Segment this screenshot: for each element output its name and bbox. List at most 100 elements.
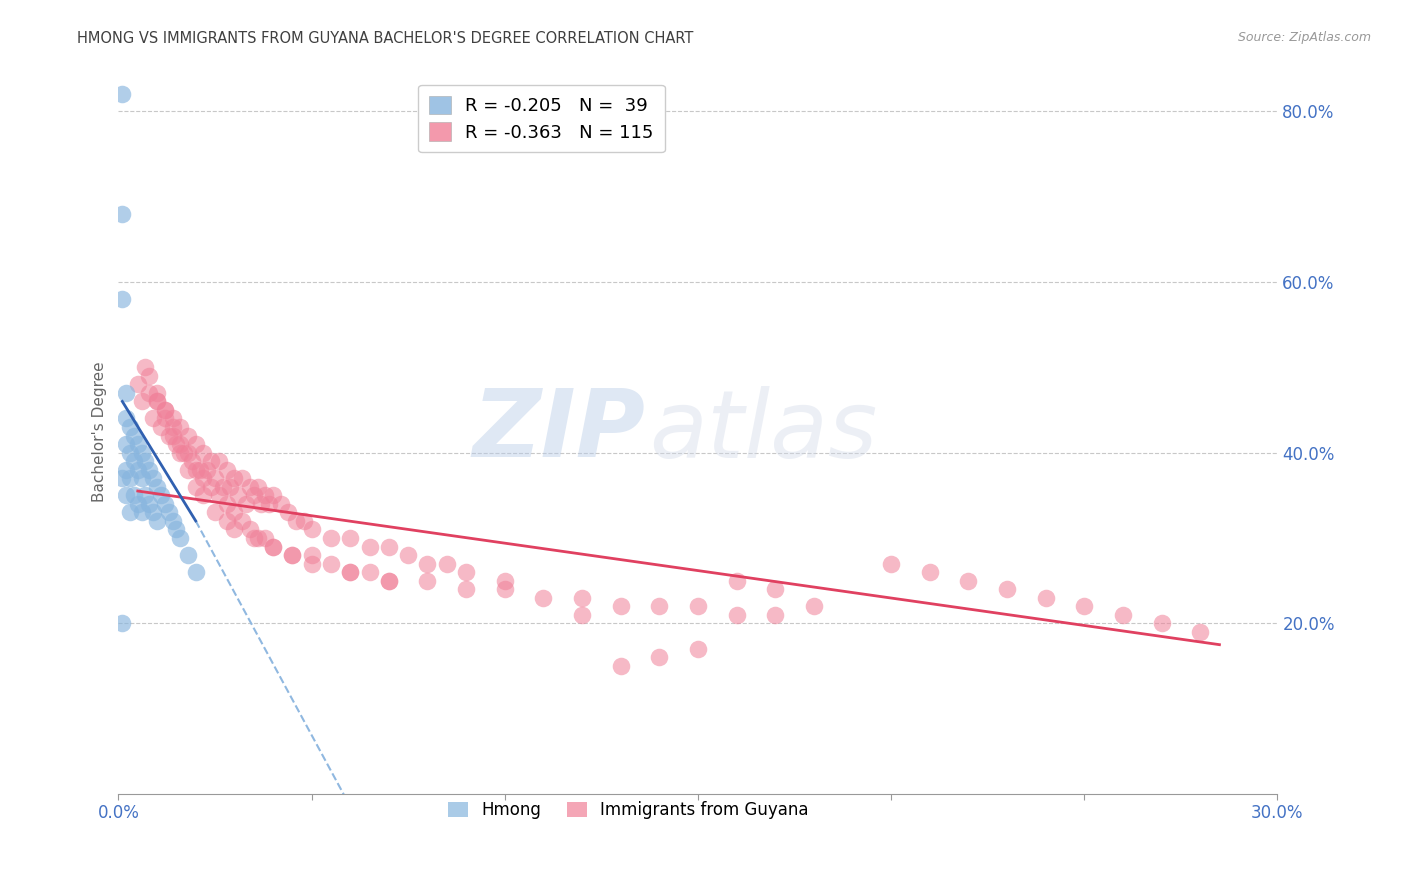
Point xyxy=(1150,616,1173,631)
Point xyxy=(131,394,153,409)
Point xyxy=(173,445,195,459)
Point xyxy=(359,540,381,554)
Text: HMONG VS IMMIGRANTS FROM GUYANA BACHELOR'S DEGREE CORRELATION CHART: HMONG VS IMMIGRANTS FROM GUYANA BACHELOR… xyxy=(77,31,693,46)
Point xyxy=(177,428,200,442)
Point xyxy=(142,471,165,485)
Point xyxy=(111,87,134,102)
Point xyxy=(211,480,233,494)
Point xyxy=(177,445,200,459)
Point xyxy=(339,565,361,579)
Point xyxy=(127,437,149,451)
Point xyxy=(111,616,134,631)
Point xyxy=(204,471,226,485)
Point xyxy=(957,574,980,588)
Point xyxy=(165,437,187,451)
Point xyxy=(134,454,156,468)
Point xyxy=(169,437,191,451)
Point xyxy=(285,514,308,528)
Point xyxy=(193,445,215,459)
Point xyxy=(127,497,149,511)
Point xyxy=(195,463,218,477)
Point xyxy=(162,514,184,528)
Point xyxy=(918,565,941,579)
Point xyxy=(146,514,169,528)
Point xyxy=(416,574,439,588)
Point xyxy=(301,523,323,537)
Point xyxy=(1112,607,1135,622)
Point xyxy=(257,497,280,511)
Point xyxy=(184,480,207,494)
Point xyxy=(1189,624,1212,639)
Point xyxy=(571,591,593,605)
Point xyxy=(157,505,180,519)
Point xyxy=(188,463,211,477)
Point xyxy=(138,385,160,400)
Point xyxy=(122,454,145,468)
Point xyxy=(292,514,315,528)
Point xyxy=(319,531,342,545)
Point xyxy=(200,480,222,494)
Point xyxy=(138,497,160,511)
Point xyxy=(301,557,323,571)
Point xyxy=(254,531,277,545)
Point xyxy=(118,505,141,519)
Point xyxy=(648,650,671,665)
Point xyxy=(246,531,269,545)
Point xyxy=(262,488,284,502)
Point xyxy=(131,471,153,485)
Point xyxy=(115,437,138,451)
Point xyxy=(149,420,172,434)
Point xyxy=(396,548,419,562)
Point xyxy=(153,497,176,511)
Point xyxy=(224,523,246,537)
Point xyxy=(281,548,304,562)
Point xyxy=(111,471,134,485)
Point xyxy=(157,428,180,442)
Point xyxy=(231,514,253,528)
Point xyxy=(1073,599,1095,614)
Point xyxy=(262,540,284,554)
Point xyxy=(184,437,207,451)
Legend: Hmong, Immigrants from Guyana: Hmong, Immigrants from Guyana xyxy=(441,794,815,826)
Point xyxy=(571,607,593,622)
Point xyxy=(134,488,156,502)
Point xyxy=(184,463,207,477)
Point xyxy=(142,411,165,425)
Point xyxy=(162,411,184,425)
Point xyxy=(763,582,786,597)
Point xyxy=(378,540,401,554)
Point xyxy=(115,463,138,477)
Point xyxy=(193,471,215,485)
Point xyxy=(162,420,184,434)
Text: Source: ZipAtlas.com: Source: ZipAtlas.com xyxy=(1237,31,1371,45)
Point xyxy=(763,607,786,622)
Point xyxy=(215,497,238,511)
Point xyxy=(153,411,176,425)
Point xyxy=(122,488,145,502)
Point xyxy=(146,394,169,409)
Point xyxy=(995,582,1018,597)
Point xyxy=(165,523,187,537)
Point xyxy=(378,574,401,588)
Point xyxy=(224,471,246,485)
Point xyxy=(239,523,262,537)
Point xyxy=(803,599,825,614)
Point xyxy=(215,514,238,528)
Point xyxy=(153,403,176,417)
Point xyxy=(208,488,231,502)
Point xyxy=(281,548,304,562)
Point xyxy=(686,599,709,614)
Point xyxy=(436,557,458,571)
Point xyxy=(1035,591,1057,605)
Point xyxy=(169,531,191,545)
Point xyxy=(648,599,671,614)
Point xyxy=(226,488,249,502)
Point xyxy=(880,557,903,571)
Point xyxy=(193,488,215,502)
Y-axis label: Bachelor's Degree: Bachelor's Degree xyxy=(93,361,107,501)
Point xyxy=(725,607,748,622)
Point xyxy=(127,463,149,477)
Point xyxy=(118,420,141,434)
Point xyxy=(254,488,277,502)
Point xyxy=(242,531,264,545)
